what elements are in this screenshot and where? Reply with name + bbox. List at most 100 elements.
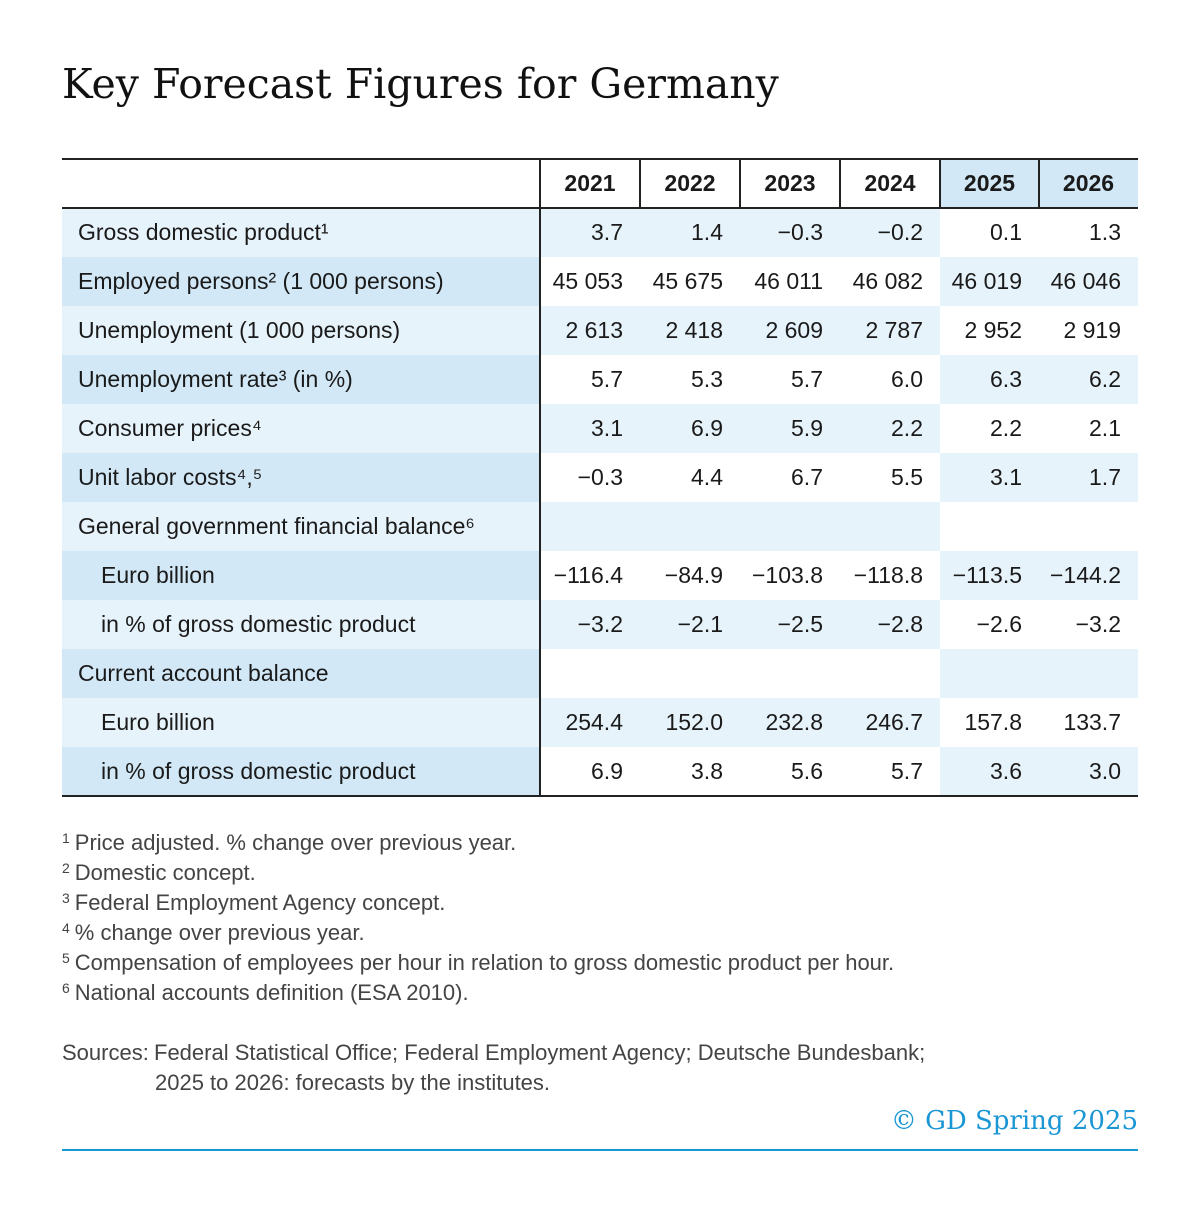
footnote: 2 Domestic concept. — [62, 860, 256, 886]
value-cell: −0.3 — [740, 208, 840, 257]
value-cell: 2 613 — [540, 306, 640, 355]
value-cell: 2.2 — [840, 404, 940, 453]
value-cell — [640, 649, 740, 698]
footnote-mark: 4 — [62, 920, 70, 936]
footnote-mark: 1 — [62, 830, 70, 846]
value-cell: −3.2 — [540, 600, 640, 649]
value-cell: 5.6 — [740, 747, 840, 796]
value-cell: 4.4 — [640, 453, 740, 502]
footnote: 1 Price adjusted. % change over previous … — [62, 830, 516, 856]
value-cell: 45 053 — [540, 257, 640, 306]
row-label: Current account balance — [62, 649, 540, 698]
row-label: Gross domestic product¹ — [62, 208, 540, 257]
source-line: 2025 to 2026: forecasts by the institute… — [155, 1070, 551, 1095]
value-cell — [740, 502, 840, 551]
value-cell: 1.4 — [640, 208, 740, 257]
value-cell — [1039, 649, 1138, 698]
value-cell: 5.7 — [840, 747, 940, 796]
value-cell: 5.7 — [540, 355, 640, 404]
value-cell: 152.0 — [640, 698, 740, 747]
value-cell — [940, 502, 1039, 551]
value-cell: 3.1 — [940, 453, 1039, 502]
row-label: Consumer prices⁴ — [62, 404, 540, 453]
footnote-text: Domestic concept. — [74, 860, 256, 885]
value-cell — [640, 502, 740, 551]
value-cell: 2 919 — [1039, 306, 1138, 355]
value-cell: −3.2 — [1039, 600, 1138, 649]
header-rule — [1038, 158, 1040, 208]
header-rule — [639, 158, 641, 208]
value-cell: 46 019 — [940, 257, 1039, 306]
column-header: 2022 — [640, 158, 740, 208]
value-cell: 2 787 — [840, 306, 940, 355]
value-cell: 232.8 — [740, 698, 840, 747]
value-cell: 6.9 — [640, 404, 740, 453]
value-cell: 1.7 — [1039, 453, 1138, 502]
value-cell: −2.8 — [840, 600, 940, 649]
column-header: 2025 — [940, 158, 1039, 208]
value-cell: 1.3 — [1039, 208, 1138, 257]
footnote-mark: 6 — [62, 980, 70, 996]
title: Key Forecast Figures for Germany — [62, 60, 779, 108]
row-label: General government financial balance⁶ — [62, 502, 540, 551]
footnote-mark: 2 — [62, 860, 70, 876]
value-cell: −2.5 — [740, 600, 840, 649]
value-cell: 5.5 — [840, 453, 940, 502]
column-header: 2024 — [840, 158, 940, 208]
value-cell: 2 418 — [640, 306, 740, 355]
value-cell: −84.9 — [640, 551, 740, 600]
value-cell: −103.8 — [740, 551, 840, 600]
sources-label: Sources: — [62, 1040, 149, 1065]
value-cell: 3.6 — [940, 747, 1039, 796]
rule — [62, 207, 1138, 209]
value-cell: 5.3 — [640, 355, 740, 404]
value-cell: 46 082 — [840, 257, 940, 306]
header-rule — [839, 158, 841, 208]
value-cell: 5.9 — [740, 404, 840, 453]
value-cell: 46 011 — [740, 257, 840, 306]
value-cell: 3.8 — [640, 747, 740, 796]
value-cell: 6.7 — [740, 453, 840, 502]
value-cell: −0.2 — [840, 208, 940, 257]
column-header: 2021 — [540, 158, 640, 208]
header-rule — [939, 158, 941, 208]
footnote-text: % change over previous year. — [74, 920, 365, 945]
footnote-mark: 5 — [62, 950, 70, 966]
footnote-text: Price adjusted. % change over previous y… — [74, 830, 517, 855]
bottom-rule — [62, 1149, 1138, 1151]
value-cell: 6.3 — [940, 355, 1039, 404]
value-cell — [540, 502, 640, 551]
value-cell: 2.2 — [940, 404, 1039, 453]
footnote-mark: 3 — [62, 890, 70, 906]
value-cell: −113.5 — [940, 551, 1039, 600]
column-header: 2026 — [1039, 158, 1138, 208]
column-rule — [539, 158, 541, 796]
value-cell — [1039, 502, 1138, 551]
header-rule — [739, 158, 741, 208]
value-cell: −144.2 — [1039, 551, 1138, 600]
row-label: in % of gross domestic product — [62, 600, 540, 649]
value-cell: −2.6 — [940, 600, 1039, 649]
value-cell: 5.7 — [740, 355, 840, 404]
value-cell: −118.8 — [840, 551, 940, 600]
footnote: 6 National accounts definition (ESA 2010)… — [62, 980, 469, 1006]
row-label: Employed persons² (1 000 persons) — [62, 257, 540, 306]
value-cell: 157.8 — [940, 698, 1039, 747]
row-label: in % of gross domestic product — [62, 747, 540, 796]
value-cell: 3.1 — [540, 404, 640, 453]
value-cell: −0.3 — [540, 453, 640, 502]
row-label: Euro billion — [62, 698, 540, 747]
value-cell: −116.4 — [540, 551, 640, 600]
footnote: 3 Federal Employment Agency concept. — [62, 890, 445, 916]
footnote: 5 Compensation of employees per hour in r… — [62, 950, 894, 976]
column-header: 2023 — [740, 158, 840, 208]
value-cell: 254.4 — [540, 698, 640, 747]
value-cell: −2.1 — [640, 600, 740, 649]
value-cell: 6.9 — [540, 747, 640, 796]
value-cell: 246.7 — [840, 698, 940, 747]
value-cell: 6.0 — [840, 355, 940, 404]
rule — [62, 795, 1138, 797]
footnote: 4% change over previous year. — [62, 920, 365, 946]
value-cell — [940, 649, 1039, 698]
